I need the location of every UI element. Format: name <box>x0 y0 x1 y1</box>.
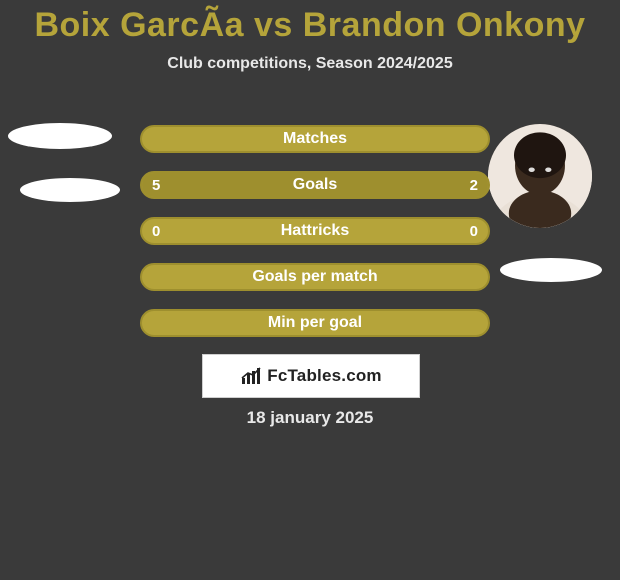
stat-pill: Goals per match <box>140 263 490 291</box>
right-ellipse-1 <box>500 258 602 282</box>
page-subtitle: Club competitions, Season 2024/2025 <box>0 55 620 73</box>
page-title: Boix GarcÃ­a vs Brandon Onkony <box>0 0 620 45</box>
player-photo-right <box>488 124 592 228</box>
brand-text: FcTables.com <box>267 366 382 386</box>
brand-box: FcTables.com <box>202 354 420 398</box>
stat-pill-label: Matches <box>142 127 488 151</box>
stat-pill: Goals5 2 <box>140 171 490 199</box>
stat-pill: Matches <box>140 125 490 153</box>
stat-pill-list: Matches Goals5 2 Hattricks0 0 Goals per match… <box>140 125 490 355</box>
stat-pill-value-left: 0 <box>152 219 160 243</box>
stat-pill: Hattricks0 0 <box>140 217 490 245</box>
left-ellipse-1 <box>8 123 112 149</box>
date-text: 18 january 2025 <box>0 408 620 428</box>
stat-pill-label: Goals <box>142 173 488 197</box>
stat-pill-value-left: 5 <box>152 173 160 197</box>
bar-chart-icon <box>240 366 264 386</box>
stat-pill-label: Goals per match <box>142 265 488 289</box>
stat-pill-value-right: 0 <box>470 219 478 243</box>
stat-pill-label: Min per goal <box>142 311 488 335</box>
stat-pill-value-right: 2 <box>470 173 478 197</box>
stat-pill: Min per goal <box>140 309 490 337</box>
left-ellipse-2 <box>20 178 120 202</box>
page: Boix GarcÃ­a vs Brandon Onkony Club comp… <box>0 0 620 580</box>
stat-pill-label: Hattricks <box>142 219 488 243</box>
avatar-icon <box>488 124 592 228</box>
